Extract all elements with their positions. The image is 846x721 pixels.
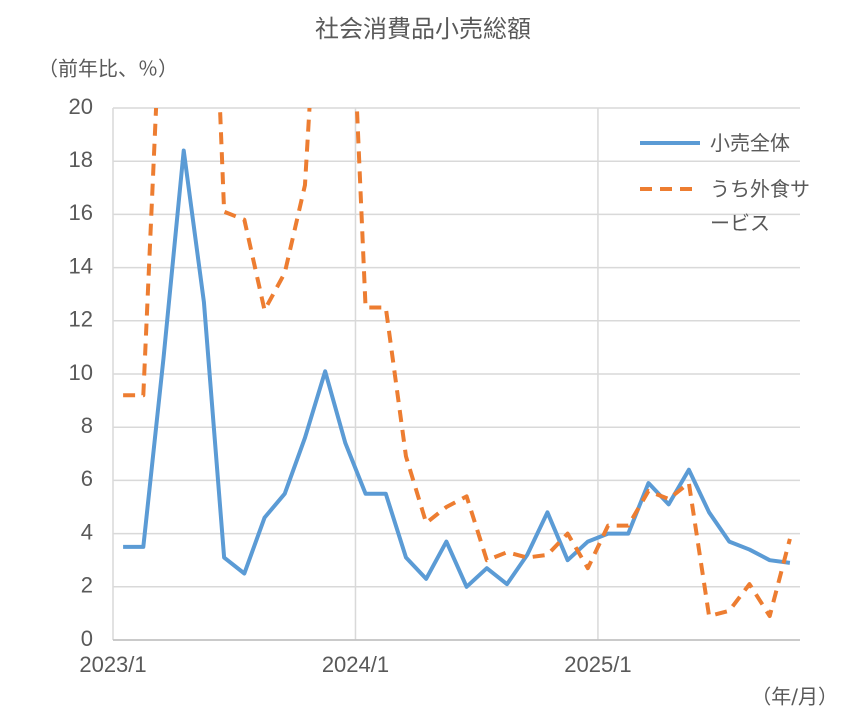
y-tick-label: 20 — [69, 94, 93, 119]
y-tick-label: 10 — [69, 360, 93, 385]
data-line — [123, 148, 791, 589]
y-tick-label: 12 — [69, 307, 93, 332]
data-line — [123, 108, 792, 619]
x-tick-label: 2025/1 — [564, 652, 631, 677]
chart-title: 社会消費品小売総額 — [315, 15, 531, 43]
x-axis-label: （年/月） — [751, 685, 838, 709]
legend-label: 小売全体 — [710, 131, 790, 155]
y-tick-label: 6 — [81, 466, 93, 491]
y-tick-label: 4 — [81, 519, 93, 544]
legend-label: うち外食サービス — [710, 177, 810, 235]
y-tick-label: 2 — [81, 573, 93, 598]
x-tick-label: 2024/1 — [322, 652, 389, 677]
x-tick-label: 2023/1 — [79, 652, 146, 677]
y-tick-label: 0 — [81, 626, 93, 651]
y-tick-label: 18 — [69, 147, 93, 172]
y-axis-label: （前年比、％） — [38, 57, 178, 81]
plot-area — [123, 108, 792, 619]
y-tick-label: 8 — [81, 413, 93, 438]
y-tick-label: 16 — [69, 200, 93, 225]
y-tick-label: 14 — [69, 253, 93, 278]
